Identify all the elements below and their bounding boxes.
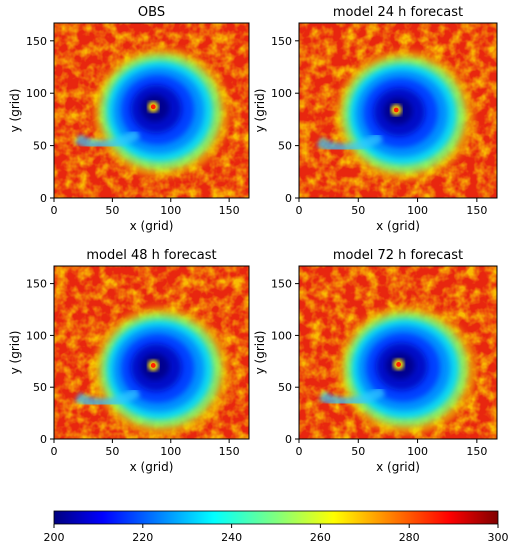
y-tick-label: 0 <box>285 192 292 205</box>
y-tick-label: 0 <box>285 433 292 446</box>
y-axis-label: y (grid) <box>8 89 22 133</box>
y-tick-label: 50 <box>33 381 47 394</box>
colorbar-tick-label: 280 <box>399 531 420 544</box>
x-tick-label: 100 <box>407 445 428 458</box>
x-tick-label: 150 <box>466 204 487 217</box>
x-tick-label: 100 <box>160 204 181 217</box>
y-tick-label: 0 <box>40 192 47 205</box>
x-tick-label: 50 <box>105 445 119 458</box>
axes-frame <box>298 22 498 199</box>
y-tick-label: 100 <box>26 329 47 342</box>
panel-title: model 24 h forecast <box>333 5 463 20</box>
panel-title: model 48 h forecast <box>86 248 216 263</box>
y-axis-label: y (grid) <box>8 331 22 375</box>
y-tick-label: 0 <box>40 433 47 446</box>
panel-2: model 24 h forecast 0 50 100 150 0 50 100 150 x (… <box>253 5 498 233</box>
colorbar-ticks: 200 220 240 260 280 300 <box>44 524 509 544</box>
x-tick-label: 50 <box>351 445 365 458</box>
y-tick-label: 150 <box>271 35 292 48</box>
heatmap-image <box>54 23 249 198</box>
axes-frame <box>53 22 250 199</box>
x-axis-label: x (grid) <box>130 460 174 474</box>
x-tick-label: 0 <box>51 445 58 458</box>
y-tick-label: 150 <box>26 278 47 291</box>
heatmap-image <box>299 266 497 439</box>
y-tick-label: 150 <box>26 35 47 48</box>
heatmap-image <box>299 23 497 198</box>
colorbar-tick-label: 300 <box>488 531 509 544</box>
heatmap-image <box>54 266 249 439</box>
x-tick-label: 100 <box>407 204 428 217</box>
x-tick-label: 150 <box>466 445 487 458</box>
y-tick-label: 100 <box>271 87 292 100</box>
x-tick-label: 150 <box>219 204 240 217</box>
y-tick-label: 50 <box>33 140 47 153</box>
axes-frame <box>298 265 498 440</box>
panel-3: model 48 h forecast 0 50 100 150 0 50 100 150 x (… <box>8 248 250 474</box>
x-tick-label: 100 <box>160 445 181 458</box>
x-tick-label: 0 <box>51 204 58 217</box>
panel-title: OBS <box>138 5 165 20</box>
panel-title: model 72 h forecast <box>333 248 463 263</box>
colorbar-tick-label: 260 <box>310 531 331 544</box>
panel-1: OBS 0 50 100 150 0 50 100 150 x (grid) y (grid) <box>8 5 250 233</box>
colorbar-gradient <box>53 510 499 525</box>
x-tick-label: 50 <box>105 204 119 217</box>
axes-frame <box>53 265 250 440</box>
x-axis-label: x (grid) <box>376 219 420 233</box>
y-tick-label: 50 <box>278 140 292 153</box>
panel-4: model 72 h forecast 0 50 100 150 0 50 100 150 x (… <box>253 248 498 474</box>
colorbar-tick-label: 200 <box>44 531 65 544</box>
x-tick-label: 0 <box>296 445 303 458</box>
x-tick-label: 50 <box>351 204 365 217</box>
colorbar: 200 220 240 260 280 300 <box>44 510 509 544</box>
x-tick-label: 0 <box>296 204 303 217</box>
x-tick-label: 150 <box>219 445 240 458</box>
y-tick-label: 150 <box>271 278 292 291</box>
colorbar-tick-label: 220 <box>132 531 153 544</box>
colorbar-tick-label: 240 <box>221 531 242 544</box>
x-axis-label: x (grid) <box>376 460 420 474</box>
y-axis-label: y (grid) <box>253 89 267 133</box>
y-tick-label: 100 <box>26 87 47 100</box>
y-tick-label: 100 <box>271 329 292 342</box>
x-axis-label: x (grid) <box>130 219 174 233</box>
y-tick-label: 50 <box>278 381 292 394</box>
y-axis-label: y (grid) <box>253 331 267 375</box>
